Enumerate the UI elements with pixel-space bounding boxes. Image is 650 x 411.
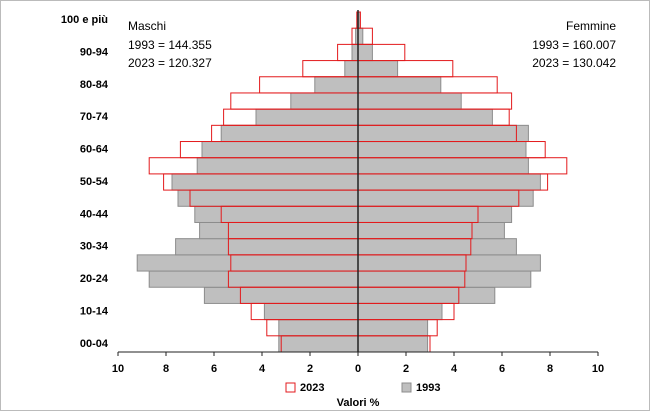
annotation: Maschi [128, 19, 166, 33]
bar-1993 [220, 124, 359, 143]
bar-1993 [175, 238, 359, 256]
bar-1993 [357, 173, 541, 191]
bar-1993 [357, 221, 505, 240]
y-tick-label: 80-84 [80, 79, 109, 91]
x-tick-label: 0 [355, 363, 361, 375]
bar-1993 [357, 124, 529, 143]
annotation: 1993 = 144.355 [128, 38, 212, 52]
y-tick-label: 00-04 [80, 338, 109, 350]
x-axis-label: Valori % [337, 397, 380, 409]
bar-1993 [357, 141, 527, 159]
bar-1993 [177, 189, 359, 207]
bar-1993 [351, 43, 359, 62]
bar-1993 [357, 76, 442, 94]
x-tick-label: 8 [547, 363, 553, 375]
bar-1993 [357, 319, 429, 337]
y-tick-label: 90-94 [80, 46, 109, 58]
x-tick-label: 2 [307, 363, 313, 375]
annotation: Femmine [566, 19, 616, 33]
bar-1993 [148, 270, 359, 288]
bar-1993 [357, 43, 373, 62]
legend-swatch [285, 382, 296, 393]
y-tick-label: 10-14 [80, 305, 109, 317]
bar-1993 [136, 254, 359, 272]
bar-1993 [357, 335, 429, 353]
bar-1993 [357, 60, 399, 78]
x-tick-label: 6 [499, 363, 505, 375]
x-tick-label: 6 [211, 363, 217, 375]
bar-1993 [357, 108, 493, 126]
bar-1993 [201, 141, 359, 159]
bar-1993 [199, 221, 359, 240]
annotation: 2023 = 130.042 [532, 56, 616, 70]
bar-1993 [314, 76, 359, 94]
x-tick-label: 8 [163, 363, 169, 375]
x-tick-label: 10 [592, 363, 604, 375]
bar-1993 [196, 157, 359, 175]
y-tick-label: 70-74 [80, 111, 109, 123]
bar-1993 [255, 108, 359, 126]
y-tick-label: 50-54 [80, 176, 109, 188]
bar-1993 [344, 60, 359, 78]
x-tick-label: 10 [112, 363, 124, 375]
bar-1993 [278, 335, 359, 353]
x-tick-label: 4 [451, 363, 458, 375]
bar-1993 [357, 302, 443, 321]
y-tick-label: 40-44 [80, 208, 109, 220]
annotation: 1993 = 160.007 [532, 38, 616, 52]
bar-1993 [263, 302, 359, 321]
x-tick-label: 2 [403, 363, 409, 375]
bar-1993 [357, 238, 517, 256]
y-tick-label: 20-24 [80, 273, 109, 285]
bar-1993 [171, 173, 359, 191]
bar-1993 [357, 205, 513, 223]
x-tick-label: 4 [259, 363, 266, 375]
legend-label: 1993 [416, 382, 440, 394]
annotation: 2023 = 120.327 [128, 56, 212, 70]
bar-1993 [357, 254, 541, 272]
bar-1993 [203, 286, 359, 304]
bar-1993 [357, 270, 532, 288]
bar-1993 [357, 92, 462, 110]
bar-1993 [290, 92, 359, 110]
bar-1993 [278, 319, 359, 337]
legend-label: 2023 [300, 382, 324, 394]
y-tick-label: 30-34 [80, 241, 109, 253]
y-tick-label: 60-64 [80, 144, 109, 156]
bar-1993 [357, 157, 529, 175]
legend-swatch [401, 382, 412, 393]
bar-1993 [357, 286, 496, 304]
y-tick-label: 100 e più [61, 14, 108, 26]
bar-1993 [357, 189, 534, 207]
bar-1993 [194, 205, 359, 223]
